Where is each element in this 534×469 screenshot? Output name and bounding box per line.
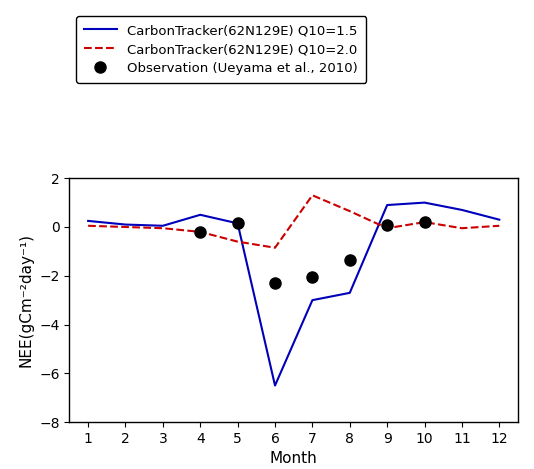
X-axis label: Month: Month: [270, 451, 318, 466]
CarbonTracker(62N129E) Q10=2.0: [160, 226, 166, 231]
CarbonTracker(62N129E) Q10=1.5: [197, 212, 203, 218]
CarbonTracker(62N129E) Q10=1.5: [122, 222, 129, 227]
CarbonTracker(62N129E) Q10=2.0: [272, 245, 278, 250]
CarbonTracker(62N129E) Q10=2.0: [234, 239, 241, 244]
CarbonTracker(62N129E) Q10=1.5: [272, 383, 278, 388]
Line: CarbonTracker(62N129E) Q10=1.5: CarbonTracker(62N129E) Q10=1.5: [88, 203, 499, 386]
Observation (Ueyama et al., 2010): [421, 219, 428, 225]
CarbonTracker(62N129E) Q10=1.5: [85, 218, 91, 224]
CarbonTracker(62N129E) Q10=2.0: [197, 229, 203, 234]
Observation (Ueyama et al., 2010): [234, 220, 241, 226]
CarbonTracker(62N129E) Q10=2.0: [421, 219, 428, 225]
CarbonTracker(62N129E) Q10=2.0: [347, 208, 353, 214]
Legend: CarbonTracker(62N129E) Q10=1.5, CarbonTracker(62N129E) Q10=2.0, Observation (Uey: CarbonTracker(62N129E) Q10=1.5, CarbonTr…: [76, 16, 366, 83]
CarbonTracker(62N129E) Q10=1.5: [234, 220, 241, 226]
CarbonTracker(62N129E) Q10=1.5: [384, 202, 390, 208]
Line: Observation (Ueyama et al., 2010): Observation (Ueyama et al., 2010): [195, 217, 430, 288]
Observation (Ueyama et al., 2010): [384, 222, 390, 227]
CarbonTracker(62N129E) Q10=1.5: [459, 207, 465, 213]
CarbonTracker(62N129E) Q10=1.5: [421, 200, 428, 205]
CarbonTracker(62N129E) Q10=1.5: [347, 290, 353, 295]
CarbonTracker(62N129E) Q10=2.0: [384, 226, 390, 231]
CarbonTracker(62N129E) Q10=1.5: [309, 297, 316, 303]
Observation (Ueyama et al., 2010): [197, 229, 203, 234]
CarbonTracker(62N129E) Q10=2.0: [496, 223, 502, 228]
CarbonTracker(62N129E) Q10=2.0: [309, 192, 316, 198]
CarbonTracker(62N129E) Q10=2.0: [85, 223, 91, 228]
Line: CarbonTracker(62N129E) Q10=2.0: CarbonTracker(62N129E) Q10=2.0: [88, 195, 499, 248]
Y-axis label: NEE(gCm⁻²day⁻¹): NEE(gCm⁻²day⁻¹): [19, 233, 34, 367]
CarbonTracker(62N129E) Q10=2.0: [122, 224, 129, 230]
CarbonTracker(62N129E) Q10=2.0: [459, 226, 465, 231]
Observation (Ueyama et al., 2010): [347, 257, 353, 263]
Observation (Ueyama et al., 2010): [272, 280, 278, 286]
Observation (Ueyama et al., 2010): [309, 274, 316, 280]
CarbonTracker(62N129E) Q10=1.5: [160, 223, 166, 228]
CarbonTracker(62N129E) Q10=1.5: [496, 217, 502, 222]
